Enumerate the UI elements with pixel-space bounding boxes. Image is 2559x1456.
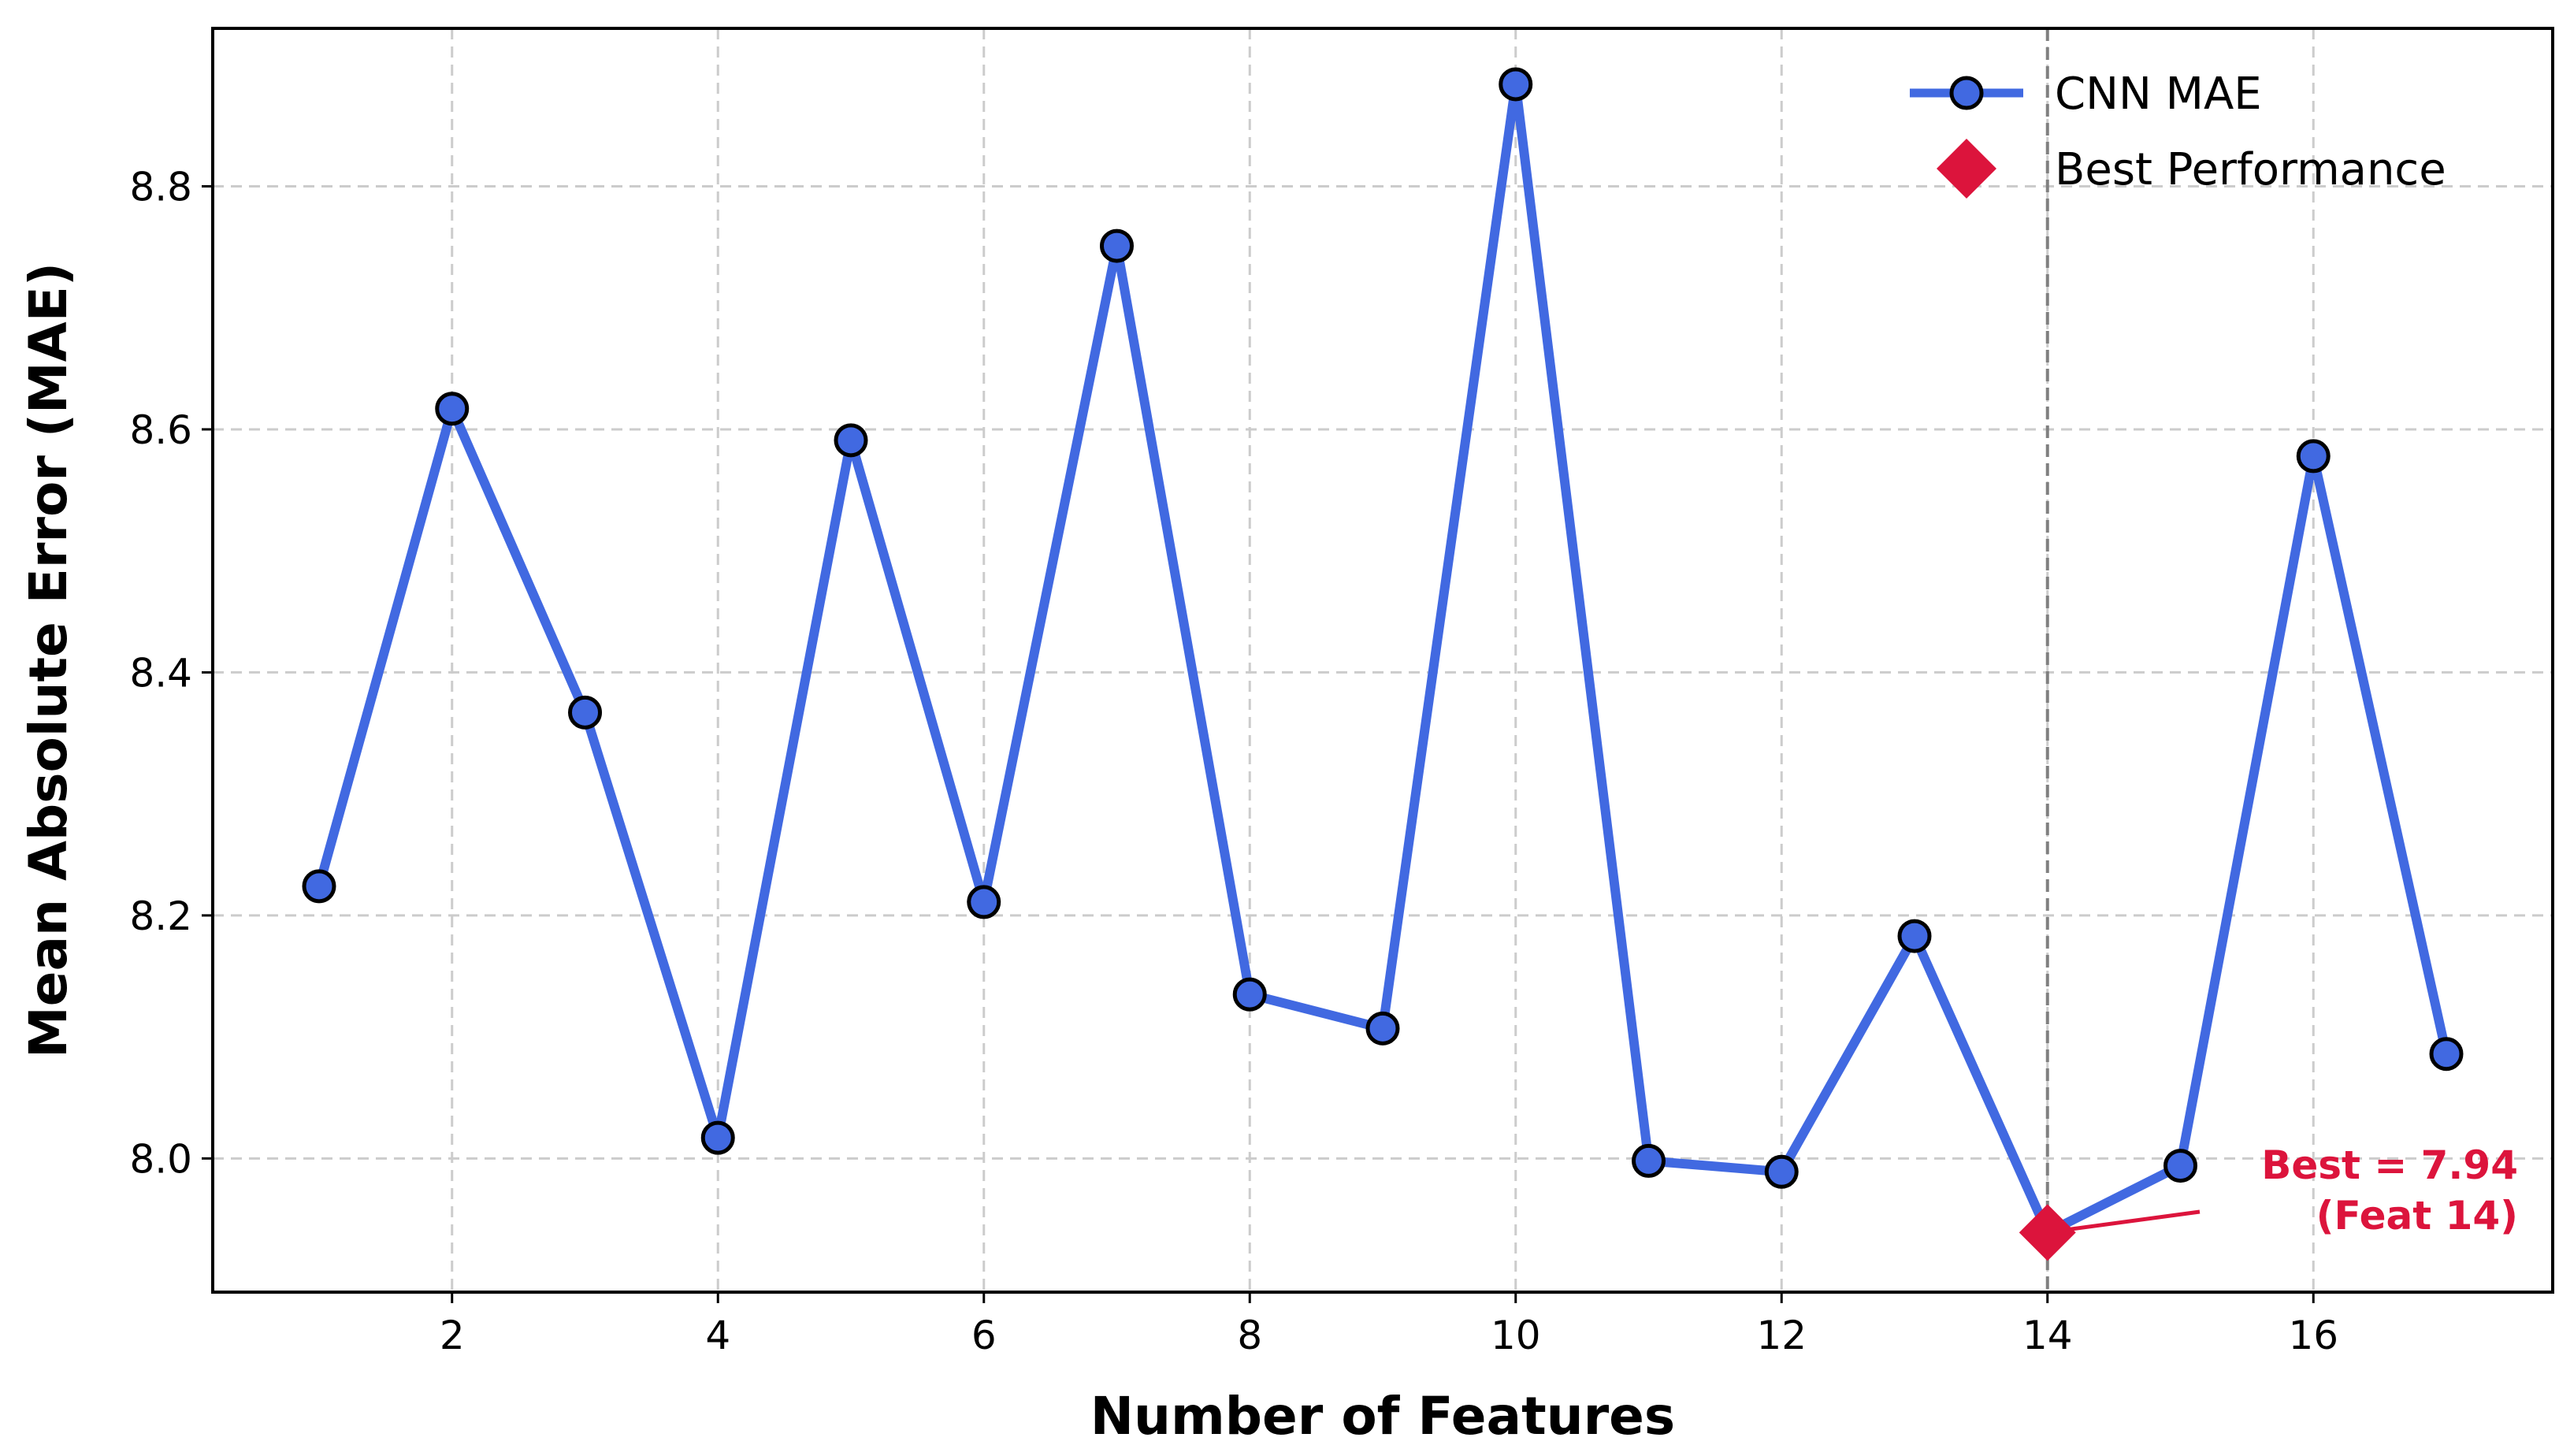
x-axis-ticks: 2 4 6 8 10 12 14 16: [440, 1292, 2338, 1358]
x-tick-label: 12: [1756, 1313, 1807, 1358]
data-point: [435, 392, 470, 426]
legend-label-best-performance: Best Performance: [2055, 144, 2446, 195]
x-tick-label: 8: [1237, 1313, 1262, 1358]
best-annotation-value: Best = 7.94: [2261, 1142, 2518, 1188]
data-point: [1764, 1154, 1799, 1189]
y-tick-label: 8.2: [129, 893, 192, 939]
y-tick-label: 8.0: [129, 1136, 192, 1182]
data-point: [2429, 1037, 2464, 1072]
data-point: [302, 869, 336, 904]
x-tick-label: 4: [705, 1313, 730, 1358]
x-axis-title: Number of Features: [1090, 1386, 1675, 1447]
x-tick-label: 14: [2022, 1313, 2073, 1358]
data-point: [2163, 1149, 2197, 1183]
x-tick-label: 2: [440, 1313, 465, 1358]
best-layer: [2019, 1204, 2076, 1261]
x-tick-label: 16: [2288, 1313, 2338, 1358]
legend-circle-marker: [1949, 76, 1984, 110]
x-tick-label: 10: [1491, 1313, 1541, 1358]
plot-area-frame: [211, 27, 2554, 1294]
legend-label-cnn-mae: CNN MAE: [2055, 69, 2262, 120]
x-tick-label: 6: [971, 1313, 997, 1358]
best-annotation-feature: (Feat 14): [2316, 1193, 2518, 1239]
data-point: [1632, 1143, 1666, 1178]
y-tick-label: 8.8: [129, 165, 192, 210]
legend-diamond-marker: [1937, 139, 1996, 199]
data-point: [834, 423, 868, 458]
data-point: [967, 885, 1001, 919]
grid-lines: [213, 28, 2553, 1292]
data-point: [700, 1120, 735, 1155]
y-axis-title: Mean Absolute Error (MAE): [18, 262, 79, 1058]
data-point: [568, 695, 602, 730]
data-point: [1897, 919, 1932, 953]
y-axis-ticks: 8.0 8.2 8.4 8.6 8.8: [129, 165, 213, 1182]
best-performance-diamond: [2019, 1204, 2076, 1261]
y-tick-label: 8.4: [129, 650, 192, 696]
data-point: [1499, 67, 1533, 102]
best-annotation-arrow: [2056, 1209, 2201, 1233]
y-tick-label: 8.6: [129, 407, 192, 453]
data-point: [1232, 977, 1267, 1012]
data-point: [1100, 228, 1134, 263]
data-point: [1365, 1011, 1400, 1046]
legend: CNN MAE Best Performance: [1910, 69, 2446, 199]
data-point: [2296, 439, 2331, 474]
